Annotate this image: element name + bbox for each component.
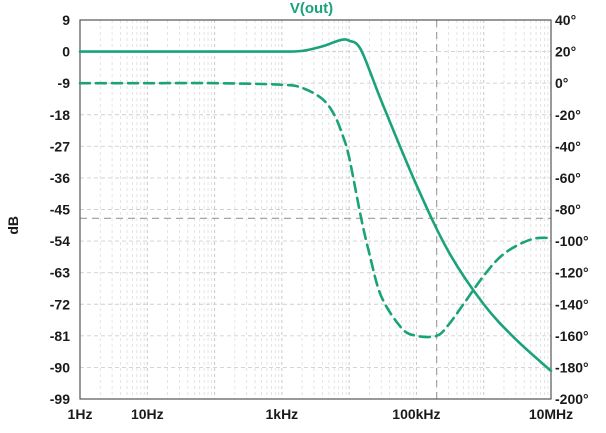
left-tick-label: -72 xyxy=(50,296,70,312)
left-tick-label: -90 xyxy=(50,359,70,375)
right-tick-label: -100° xyxy=(555,233,589,249)
left-tick-label: 9 xyxy=(62,12,70,28)
right-axis-tick-labels: 40° 20° 0° -20° -40° -60° -80° -100° -120° -140° -… xyxy=(555,12,589,407)
right-tick-label: -160° xyxy=(555,328,589,344)
left-tick-label: -36 xyxy=(50,170,70,186)
left-tick-label: 0 xyxy=(62,44,70,60)
x-tick-label: 100kHz xyxy=(392,406,440,422)
right-tick-label: 40° xyxy=(555,12,576,28)
y-axis-label: dB xyxy=(5,216,21,235)
chart-title: V(out) xyxy=(290,0,333,17)
grid xyxy=(79,19,551,400)
right-tick-label: -140° xyxy=(555,296,589,312)
right-tick-label: -200° xyxy=(555,391,589,407)
right-tick-label: -80° xyxy=(555,202,581,218)
series xyxy=(78,38,553,373)
left-tick-label: -27 xyxy=(50,138,70,154)
left-axis-tick-labels: 9 0 -9 -18 -27 -36 -45 -54 -63 -72 -81 -90 -99 xyxy=(50,12,70,407)
left-tick-label: -63 xyxy=(50,265,70,281)
left-tick-label: -54 xyxy=(50,233,70,249)
x-tick-label: 1kHz xyxy=(266,406,299,422)
left-tick-label: -9 xyxy=(58,75,71,91)
right-tick-label: -180° xyxy=(555,359,589,375)
left-tick-label: -99 xyxy=(50,391,70,407)
right-tick-label: -120° xyxy=(555,265,589,281)
right-tick-label: -60° xyxy=(555,170,581,186)
x-axis-tick-labels: 1Hz 10Hz 1kHz 100kHz 10MHz xyxy=(68,406,574,422)
left-tick-label: -45 xyxy=(50,202,70,218)
magnitude-series-line xyxy=(78,38,553,373)
x-tick-label: 1Hz xyxy=(68,406,93,422)
left-tick-label: -81 xyxy=(50,328,70,344)
x-tick-label: 10Hz xyxy=(131,406,164,422)
phase-series-line xyxy=(78,81,553,339)
left-tick-label: -18 xyxy=(50,107,70,123)
right-tick-label: -20° xyxy=(555,107,581,123)
right-tick-label: 20° xyxy=(555,44,576,60)
x-tick-label: 10MHz xyxy=(529,406,573,422)
right-tick-label: -40° xyxy=(555,138,581,154)
right-tick-label: 0° xyxy=(555,75,568,91)
plot-frame xyxy=(79,19,552,400)
